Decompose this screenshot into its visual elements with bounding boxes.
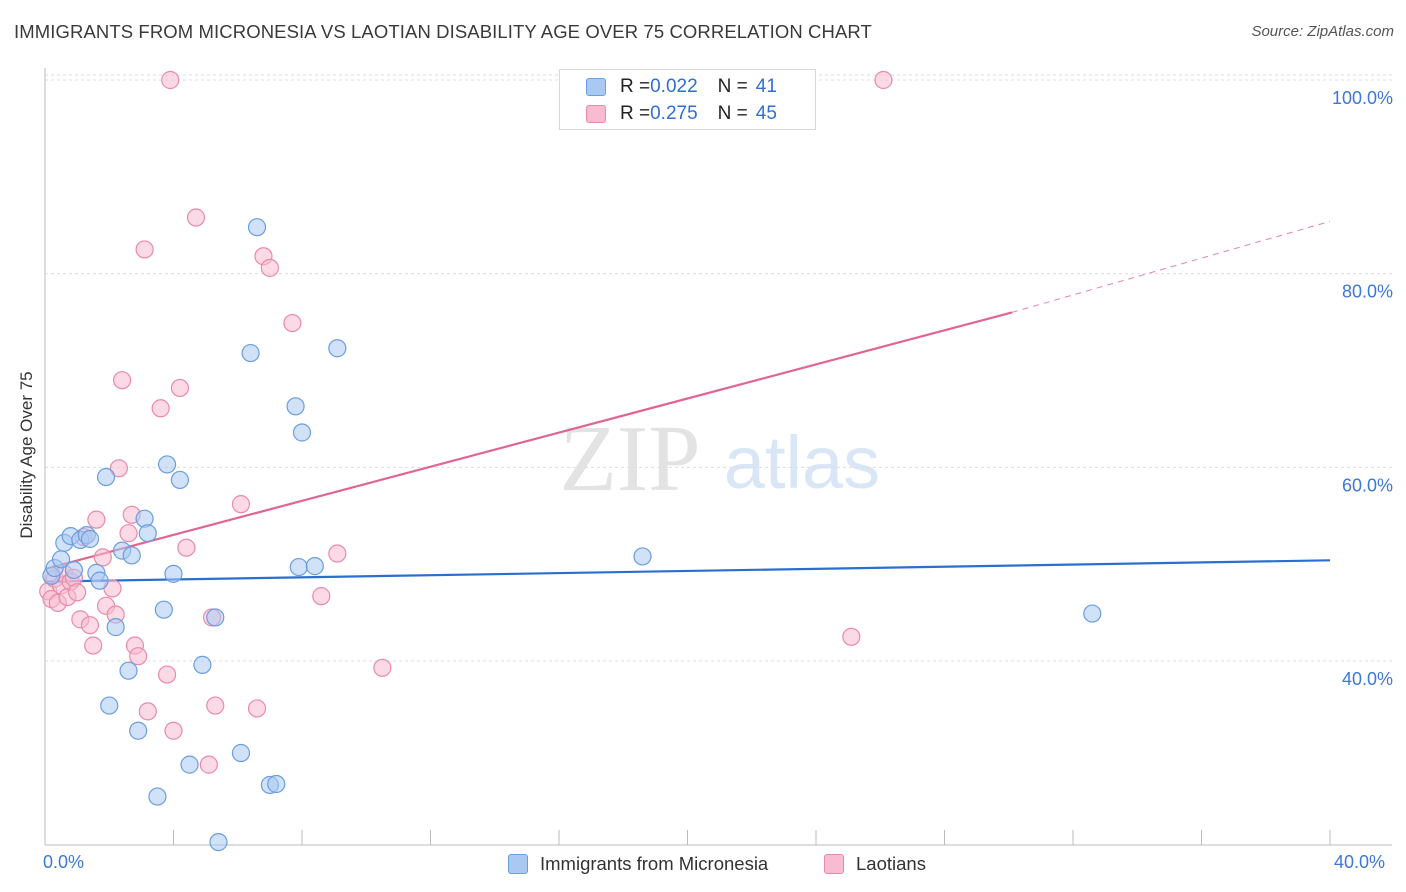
data-point-laotians [328,544,347,563]
y-tick-label: 80.0% [1342,282,1393,302]
data-point-micronesia [96,467,116,487]
data-point-micronesia [292,423,312,442]
data-point-laotians [206,696,225,715]
legend-item-micronesia: Immigrants from Micronesia [508,850,768,878]
y-tick-label: 100.0% [1332,88,1393,108]
data-point-micronesia [164,564,183,583]
data-point-laotians [93,548,112,567]
data-point-laotians [135,240,154,259]
data-point-laotians [109,459,128,478]
data-point-micronesia [328,339,347,358]
data-point-laotians [157,665,177,684]
y-tick-labels: 40.0% 60.0% 80.0% 100.0% [1332,88,1393,689]
legend-item-label: Laotians [856,853,926,874]
data-point-micronesia [122,546,141,565]
legend-swatch-pink [824,854,844,874]
legend-item-laotians: Laotians [824,850,926,878]
data-point-micronesia [267,774,286,794]
data-point-micronesia [247,218,267,237]
legend-r-value: 0.022 [650,76,698,97]
data-point-micronesia [209,832,228,852]
data-point-micronesia [138,524,157,543]
data-point-laotians [177,538,196,557]
source-label: Source: ZipAtlas.com [1251,23,1394,40]
x-tick-label-max: 40.0% [1334,852,1386,872]
watermark-atlas: atlas [724,421,880,504]
trend-lines [44,220,1331,583]
data-point-laotians [129,647,148,666]
data-point-micronesia [148,787,167,806]
legend-r-label: R = [620,76,651,97]
legend-r-label: R = [620,103,651,124]
data-point-laotians [161,70,180,90]
data-point-laotians [312,587,331,606]
axes [44,68,1392,846]
data-point-micronesia [106,618,125,637]
trend-line-micronesia [44,559,1331,583]
data-point-micronesia [289,557,308,577]
legend-swatch-pink [586,105,606,123]
legend-n-label: N = [717,76,748,97]
data-point-laotians [186,208,206,227]
legend-item-label: Immigrants from Micronesia [540,853,769,874]
data-point-micronesia [206,608,225,627]
data-point-laotians [231,495,251,514]
data-point-laotians [138,702,157,721]
data-point-micronesia [64,560,84,580]
data-point-micronesia [193,655,212,674]
data-point-laotians [247,699,267,718]
data-point-micronesia [241,343,260,363]
series-legend: Immigrants from Micronesia Laotians [0,850,1406,878]
data-points [39,70,1102,852]
data-point-laotians [151,399,170,418]
data-point-laotians [199,755,218,774]
watermark-zip: ZIP [560,407,701,511]
data-point-micronesia [119,661,138,680]
legend-swatch-blue [508,854,528,874]
watermark: ZIP atlas [560,407,881,511]
data-point-micronesia [154,600,173,619]
trend-line-laotians-extension [1011,220,1331,313]
grid [45,74,1392,662]
data-point-micronesia [286,397,305,416]
y-tick-label: 60.0% [1342,475,1393,495]
data-point-laotians [119,524,138,543]
data-point-micronesia [157,455,177,474]
x-tick-label-min: 0.0% [43,852,85,872]
data-point-micronesia [100,696,119,715]
y-tick-label: 40.0% [1342,669,1393,689]
legend-n-value: 45 [755,103,777,124]
data-point-micronesia [90,571,109,590]
data-point-laotians [283,313,302,333]
data-point-laotians [164,721,183,740]
data-point-laotians [842,627,861,646]
stats-legend: R = 0.022 N = 41 R = 0.275 N = 45 [559,69,816,130]
data-point-laotians [373,658,392,677]
data-point-laotians [112,371,132,390]
legend-n-label: N = [717,103,748,124]
data-point-laotians [80,616,100,635]
data-point-laotians [260,258,279,277]
data-point-micronesia [80,529,100,549]
data-point-micronesia [231,743,251,763]
data-point-micronesia [170,470,190,490]
data-point-micronesia [129,721,148,740]
data-point-laotians [68,583,87,602]
data-point-micronesia [633,547,652,566]
legend-n-value: 41 [755,76,777,97]
data-point-laotians [170,378,190,398]
legend-swatch-blue [586,78,606,96]
data-point-micronesia [305,557,324,576]
chart-title: IMMIGRANTS FROM MICRONESIA VS LAOTIAN DI… [14,21,872,42]
trend-line-laotians [44,311,1013,571]
legend-r-value: 0.275 [650,103,698,124]
data-point-laotians [87,510,106,529]
data-point-micronesia [180,755,199,774]
data-point-laotians [84,636,103,655]
data-point-laotians [874,70,893,90]
data-point-micronesia [1083,604,1102,623]
